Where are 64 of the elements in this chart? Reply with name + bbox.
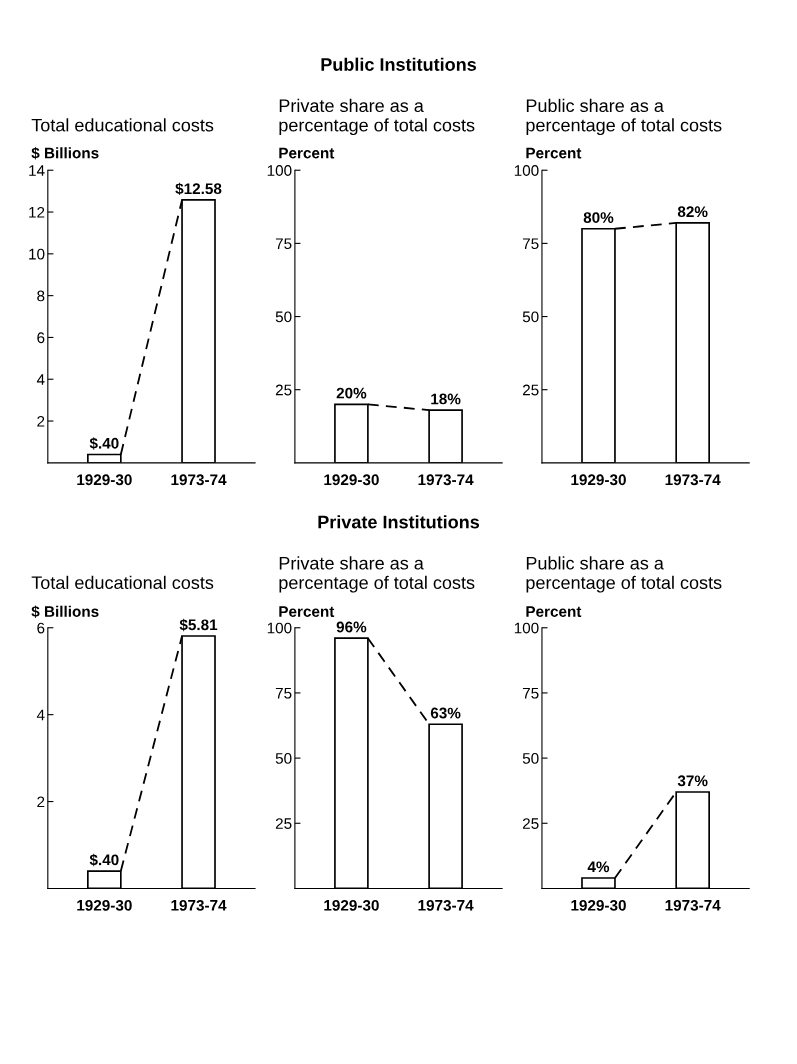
x-tick-label: 1929-30 — [571, 899, 626, 911]
x-tick-label: 1973-74 — [171, 899, 227, 911]
y-tick-label: 75 — [522, 687, 539, 699]
y-tick-label: 4 — [36, 709, 45, 721]
x-tick-label: 1973-74 — [665, 899, 721, 911]
data-label: 96% — [336, 621, 367, 633]
y-tick-label: 2 — [37, 796, 45, 808]
y-tick-label: 100 — [514, 165, 539, 176]
chart-title: Private share as a percentage of total costs — [279, 556, 475, 593]
chart-title: Private share as a percentage of total costs — [279, 98, 475, 136]
chart-title: Total educational costs — [31, 118, 214, 132]
y-tick-label: 50 — [522, 311, 539, 323]
y-tick-label: 25 — [522, 818, 539, 829]
data-label: 37% — [677, 775, 708, 787]
data-label: 18% — [431, 393, 461, 405]
y-tick-label: 2 — [37, 415, 45, 427]
x-tick-label: 1929-30 — [324, 899, 379, 911]
data-label: 4% — [587, 861, 610, 873]
x-tick-label: 1929-30 — [77, 899, 132, 911]
y-tick-label: 100 — [267, 622, 292, 634]
y-axis-title: Percent — [526, 147, 582, 159]
chart-title: Total educational costs — [31, 575, 214, 590]
x-tick-label: 1973-74 — [418, 474, 474, 486]
y-tick-label: 100 — [514, 622, 539, 634]
chart-title: Public share as a percentage of total costs — [526, 98, 722, 136]
y-tick-label: 25 — [522, 384, 539, 396]
data-label: $5.81 — [179, 618, 218, 632]
y-tick-label: 50 — [275, 752, 292, 764]
y-axis-title: Percent — [279, 606, 335, 617]
y-tick-label: 50 — [275, 311, 292, 323]
text: Public Institutions — [321, 57, 477, 71]
text: Private Institutions — [318, 515, 480, 529]
y-tick-label: 75 — [275, 238, 292, 250]
x-tick-label: 1929-30 — [77, 474, 132, 486]
y-tick-label: 25 — [275, 818, 292, 829]
y-tick-label: 75 — [522, 238, 539, 250]
y-tick-label: 25 — [275, 384, 292, 396]
data-label: 63% — [430, 707, 461, 719]
y-tick-label: 10 — [29, 248, 45, 260]
y-tick-label: 100 — [267, 165, 292, 176]
y-axis-title: Percent — [279, 147, 335, 159]
y-tick-label: 12 — [29, 206, 45, 218]
x-tick-label: 1929-30 — [571, 474, 626, 486]
y-tick-label: 4 — [36, 374, 45, 385]
data-label: $.40 — [89, 853, 119, 867]
chart-title: Public share as a percentage of total costs — [526, 556, 722, 593]
y-tick-label: 6 — [37, 332, 45, 344]
data-label: 82% — [677, 206, 708, 218]
data-label: $12.58 — [175, 182, 222, 196]
y-tick-label: 8 — [37, 290, 45, 302]
data-label: $.40 — [89, 437, 119, 450]
y-axis-title: $ Billions — [31, 605, 99, 618]
y-tick-label: 50 — [522, 752, 539, 764]
y-axis-title: Percent — [526, 606, 582, 617]
x-tick-label: 1973-74 — [665, 474, 721, 486]
data-label: 80% — [583, 212, 614, 223]
x-tick-label: 1973-74 — [418, 899, 474, 911]
x-tick-label: 1973-74 — [171, 474, 227, 486]
x-tick-label: 1929-30 — [324, 474, 379, 486]
y-tick-label: 75 — [275, 687, 292, 699]
y-tick-label: 14 — [29, 165, 45, 176]
y-axis-title: $ Billions — [31, 146, 99, 160]
y-tick-label: 6 — [37, 622, 45, 634]
data-label: 20% — [336, 387, 367, 399]
